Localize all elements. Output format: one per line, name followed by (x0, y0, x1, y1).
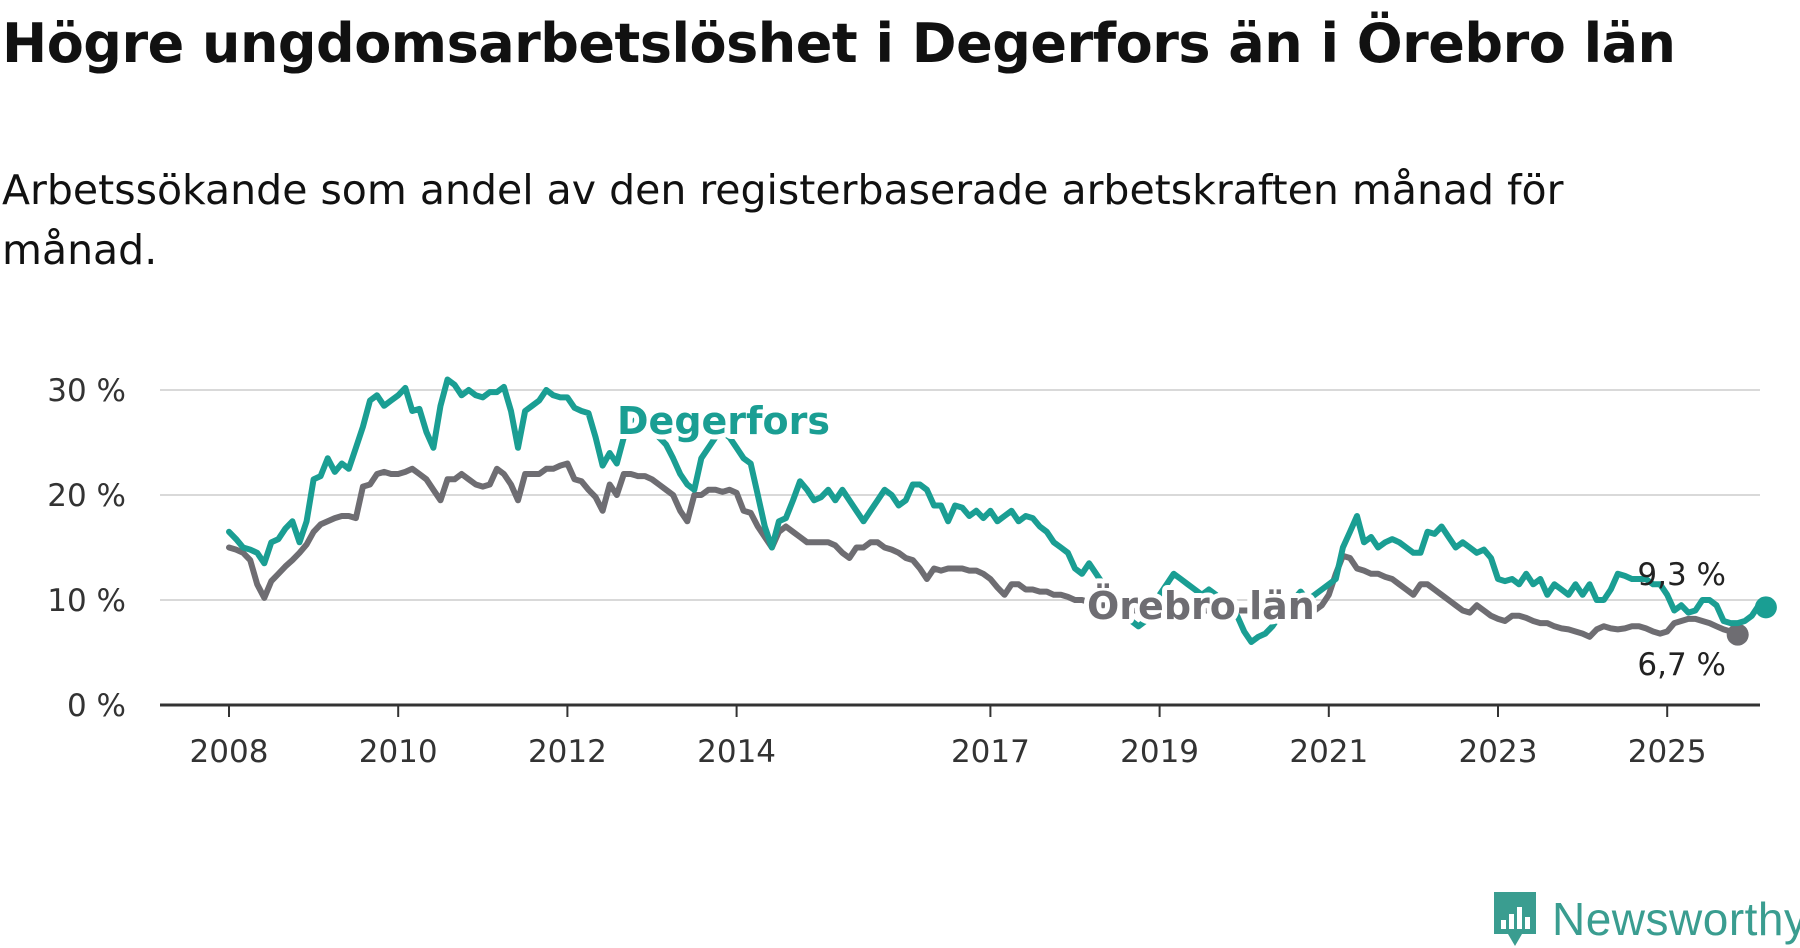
x-tick-label: 2017 (951, 734, 1030, 770)
x-tick-label: 2014 (697, 734, 776, 770)
y-tick-label: 0 % (67, 688, 126, 724)
x-tick-label: 2021 (1289, 734, 1368, 770)
x-tick-label: 2012 (528, 734, 607, 770)
x-tick-label: 2019 (1120, 734, 1199, 770)
x-axis-ticks: 2008 2010 2012 2014 2017 2019 2021 2023 2025 (190, 705, 1707, 770)
x-tick-label: 2025 (1628, 734, 1707, 770)
x-tick-label: 2008 (190, 734, 269, 770)
y-tick-label: 20 % (47, 478, 126, 514)
end-value-orebro-lan: 6,7 % (1637, 647, 1726, 683)
series-label-degerfors: Degerfors (617, 399, 830, 443)
series-line-orebro-lan (226, 460, 1741, 640)
bar-chart-speech-bubble-icon (1494, 892, 1536, 946)
y-tick-label: 10 % (47, 583, 126, 619)
y-axis-ticks: 0 % 10 % 20 % 30 % (47, 373, 126, 724)
series-lines (226, 376, 1777, 646)
newsworthy-logo: Newsworthy (1492, 890, 1800, 948)
series-label-orebro-lan: Örebro län (1087, 584, 1315, 628)
series-end-point (1754, 596, 1777, 619)
chart-subtitle: Arbetssökande som andel av den registerb… (2, 166, 1564, 274)
brand-name: Newsworthy (1552, 893, 1800, 945)
x-tick-label: 2010 (359, 734, 438, 770)
x-tick-label: 2023 (1459, 734, 1538, 770)
series-label-orebro-lan-halo: Örebro län (1087, 584, 1315, 628)
series-label-degerfors-halo: Degerfors (617, 399, 830, 443)
grid-lines (160, 389, 1760, 707)
chart-title: Högre ungdomsarbetslöshet i Degerfors än… (2, 12, 1676, 75)
series-end-point (1726, 623, 1749, 646)
series-line-degerfors (226, 376, 1769, 645)
end-value-degerfors: 9,3 % (1637, 557, 1726, 593)
y-tick-label: 30 % (47, 373, 126, 409)
